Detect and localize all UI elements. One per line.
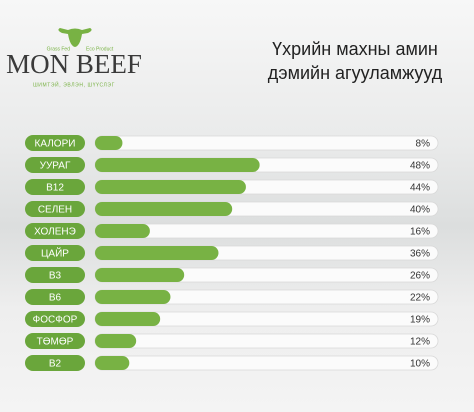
category-pill — [25, 355, 85, 371]
category-pill — [25, 289, 85, 305]
bar-track — [94, 135, 439, 151]
bar — [95, 312, 161, 326]
bar — [95, 290, 171, 304]
value-label: 22% — [410, 293, 430, 304]
category-label: ЦАЙР — [41, 247, 69, 260]
bar — [95, 356, 130, 370]
logo-name: MON BEEF — [6, 49, 142, 79]
category-label: ТӨМӨР — [37, 337, 74, 348]
category-pill — [25, 135, 85, 151]
value-label: 8% — [416, 139, 431, 150]
bar-track — [94, 333, 439, 349]
title-line: Үхрийн махны амин — [272, 39, 438, 59]
category-pill — [25, 157, 85, 173]
value-label: 36% — [410, 249, 430, 260]
category-label: B6 — [49, 293, 62, 304]
category-label: СЕЛЕН — [38, 205, 72, 216]
category-label: B12 — [46, 183, 64, 194]
value-label: 48% — [410, 161, 430, 172]
bar — [95, 268, 185, 282]
bar — [95, 202, 233, 216]
bar — [95, 334, 137, 348]
value-label: 16% — [410, 227, 430, 238]
category-pill — [25, 201, 85, 217]
category-label: ФОСФОР — [33, 315, 78, 326]
logo-tag: Eco Product — [86, 46, 114, 52]
category-pill — [25, 311, 85, 327]
logo: Grass Fed Eco Product MON BEEF ШИМТЭЙ, Э… — [6, 28, 142, 88]
title-line: дэмийн агууламжууд — [268, 63, 443, 83]
category-pill — [25, 333, 85, 349]
bar — [95, 180, 246, 194]
category-pill — [25, 245, 85, 261]
cow-icon — [58, 28, 92, 47]
value-label: 10% — [410, 359, 430, 370]
bar — [95, 246, 219, 260]
value-label: 12% — [410, 337, 430, 348]
category-pill — [25, 267, 85, 283]
logo-tagline: ШИМТЭЙ, ЭВЛЭН, ШҮҮСЛЭГ — [33, 80, 115, 88]
category-pill — [25, 223, 85, 239]
value-label: 26% — [410, 271, 430, 282]
bar — [95, 224, 150, 238]
category-label: B3 — [49, 271, 62, 282]
bar — [95, 158, 260, 172]
bar — [95, 136, 123, 150]
category-label: КАЛОРИ — [35, 139, 76, 150]
category-label: УУРАГ — [40, 161, 71, 172]
logo-tag: Grass Fed — [47, 46, 71, 52]
value-label: 19% — [410, 315, 430, 326]
value-label: 44% — [410, 183, 430, 194]
value-label: 40% — [410, 205, 430, 216]
category-label: ХОЛЕНЭ — [34, 227, 76, 238]
category-pill — [25, 179, 85, 195]
category-label: B2 — [49, 359, 62, 370]
bar-track — [94, 355, 439, 371]
